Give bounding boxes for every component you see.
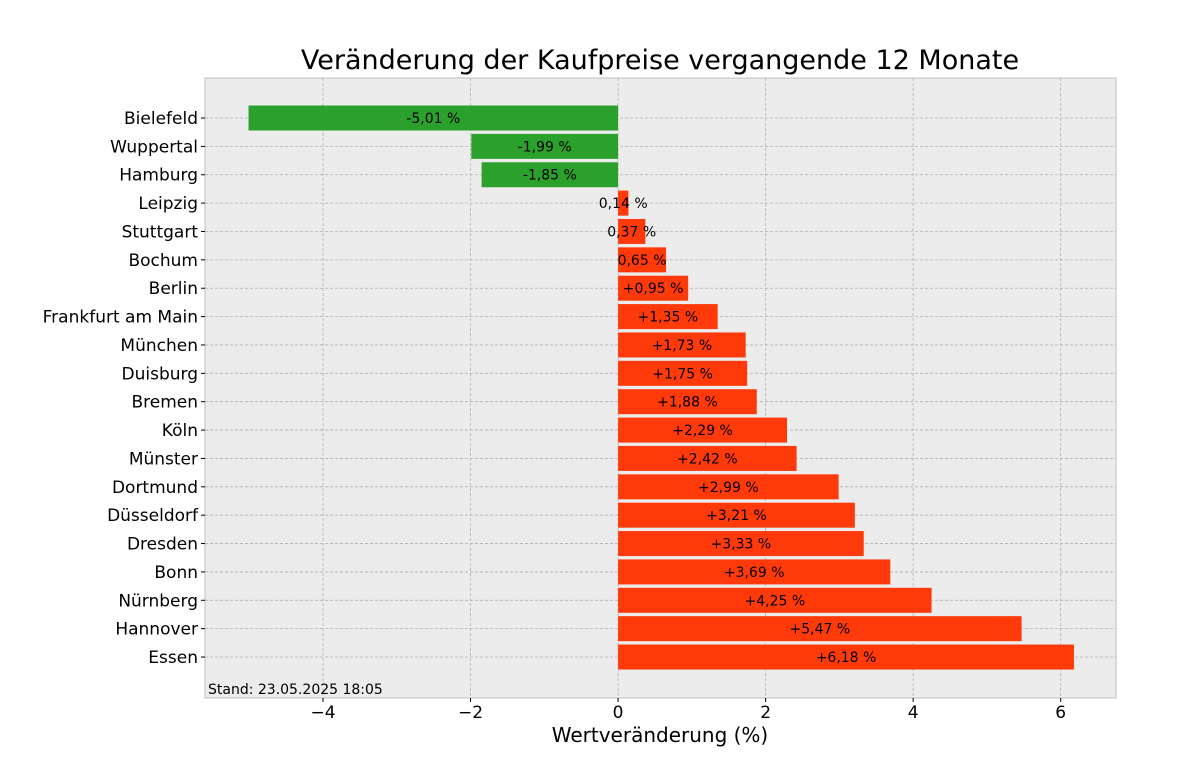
y-tick-label: Hannover — [115, 620, 198, 640]
bar — [618, 247, 667, 273]
bar — [618, 587, 932, 613]
chart-title: Veränderung der Kaufpreise vergangende 1… — [301, 45, 1019, 76]
x-tick-label: 2 — [760, 703, 771, 723]
data-label: +2,99 % — [698, 480, 759, 496]
y-tick-label: Nürnberg — [118, 591, 198, 611]
bar — [618, 502, 855, 528]
bar — [618, 389, 757, 415]
data-label: +5,47 % — [790, 622, 851, 638]
y-tick-label: Dresden — [127, 535, 198, 555]
y-tick-label: Münster — [129, 449, 198, 469]
data-label: +1,35 % — [638, 310, 699, 326]
bar — [618, 474, 839, 500]
y-tick-label: Frankfurt am Main — [43, 308, 198, 328]
bar — [618, 304, 718, 330]
data-label: +1,75 % — [652, 366, 713, 382]
data-label: 0,65 % — [618, 253, 667, 269]
data-label: -1,99 % — [518, 139, 572, 155]
data-label: +3,21 % — [706, 508, 767, 524]
data-label: +3,33 % — [711, 537, 772, 553]
data-label: -5,01 % — [406, 111, 460, 127]
bar — [471, 133, 619, 159]
data-label: +2,42 % — [677, 451, 738, 467]
y-tick-label: Stuttgart — [122, 222, 199, 242]
bar — [618, 332, 746, 358]
bar — [618, 559, 891, 585]
x-axis-label: Wertveränderung (%) — [552, 723, 769, 747]
y-tick-label: Köln — [162, 421, 198, 441]
y-tick-label: Bielefeld — [124, 109, 198, 129]
y-tick-label: Hamburg — [119, 166, 198, 186]
bar — [618, 531, 864, 557]
y-tick-label: Essen — [148, 648, 198, 668]
bars — [248, 105, 1074, 670]
y-tick-label: Düsseldorf — [107, 506, 199, 526]
data-label: +3,69 % — [724, 565, 785, 581]
y-tick-label: Bonn — [154, 563, 198, 583]
bar — [618, 218, 646, 244]
bar — [248, 105, 619, 131]
y-tick-label: Leipzig — [138, 194, 198, 214]
y-tick-label: Dortmund — [112, 478, 198, 498]
x-tick-label: −4 — [310, 703, 335, 723]
data-label: +1,73 % — [652, 338, 713, 354]
data-label: -1,85 % — [523, 168, 577, 184]
bar — [481, 162, 619, 188]
bar — [618, 445, 797, 471]
x-tick-label: 0 — [613, 703, 624, 723]
data-label: 0,14 % — [599, 196, 648, 212]
data-label: 0,37 % — [607, 224, 656, 240]
bar — [618, 616, 1022, 642]
x-tick-label: 4 — [908, 703, 919, 723]
timestamp-annotation: Stand: 23.05.2025 18:05 — [208, 682, 383, 698]
y-tick-label: Berlin — [149, 279, 198, 299]
data-label: +1,88 % — [657, 395, 718, 411]
data-labels: -5,01 % -1,99 % -1,85 % 0,14 % 0,37 % 0,65 % +… — [406, 111, 876, 666]
bar — [618, 190, 629, 216]
x-tick-labels: −4 −2 0 2 4 6 — [310, 698, 1066, 723]
bar — [618, 360, 748, 386]
y-tick-label: München — [120, 336, 198, 356]
x-tick-label: 6 — [1055, 703, 1066, 723]
data-label: +2,29 % — [672, 423, 733, 439]
data-label: +0,95 % — [623, 281, 684, 297]
bar — [618, 275, 689, 301]
data-label: +6,18 % — [816, 650, 877, 666]
bar — [618, 417, 788, 443]
bar — [618, 644, 1074, 670]
x-tick-label: −2 — [458, 703, 483, 723]
y-tick-label: Bochum — [128, 251, 198, 271]
y-tick-label: Wuppertal — [110, 137, 198, 157]
y-tick-label: Bremen — [131, 393, 198, 413]
data-label: +4,25 % — [745, 593, 806, 609]
y-tick-label: Duisburg — [122, 364, 199, 384]
y-tick-labels: Bielefeld Wuppertal Hamburg Leipzig Stuttgar… — [43, 109, 205, 668]
